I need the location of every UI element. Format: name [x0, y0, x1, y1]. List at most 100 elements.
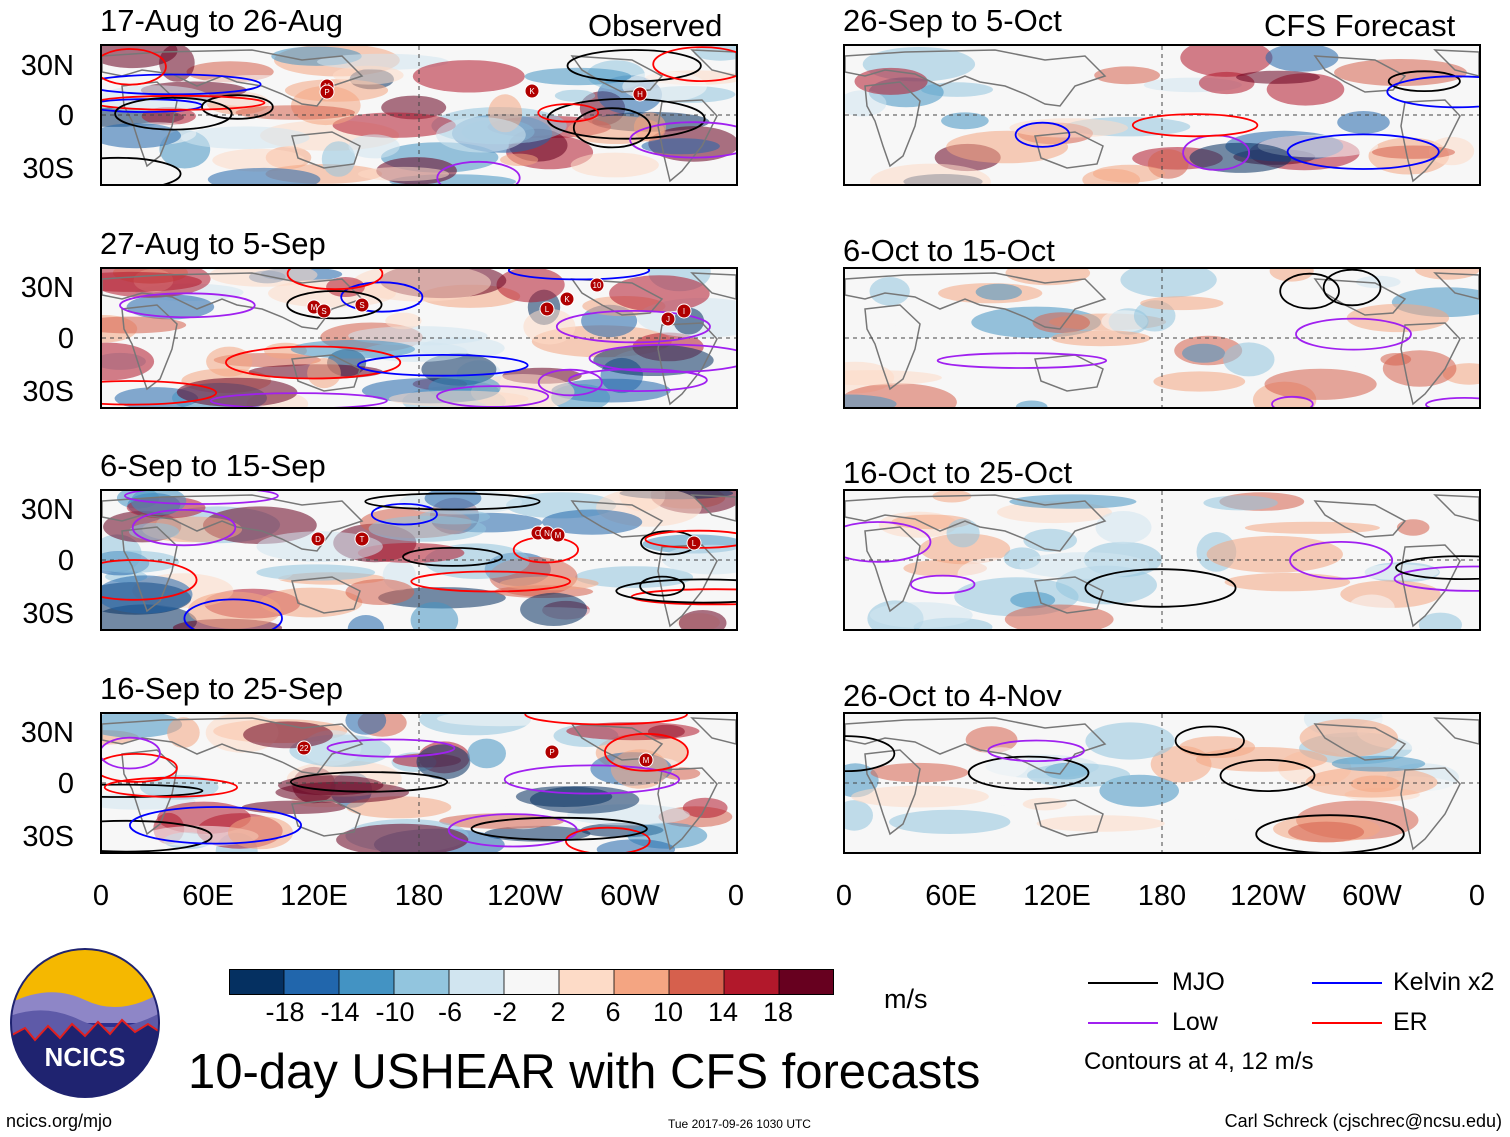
shear-anomaly-blob — [388, 390, 529, 407]
coastline — [1400, 767, 1461, 851]
cyclone-marker: S — [316, 303, 332, 319]
contour-line — [364, 492, 541, 511]
colorbar-bin — [394, 969, 450, 995]
coastline — [864, 526, 921, 613]
contour-line — [103, 776, 238, 798]
shear-anomaly-blob — [260, 587, 363, 618]
shear-anomaly-blob — [524, 67, 632, 86]
coastline — [570, 500, 664, 538]
shear-anomaly-blob — [845, 800, 873, 831]
contour-line — [845, 735, 896, 772]
shear-anomaly-blob — [496, 269, 565, 303]
colorbar-label: -14 — [320, 997, 360, 1027]
legend-swatch-er — [1312, 1022, 1382, 1024]
contour-line — [1255, 814, 1405, 852]
cyclone-marker: K — [524, 83, 540, 99]
map-panel-2: M S S 10 K L J I — [100, 267, 738, 409]
shear-anomaly-blob — [1414, 269, 1479, 280]
panel-title-7: 16-Oct to 25-Oct — [843, 455, 1073, 490]
lat-label-30n: 30N — [20, 272, 74, 304]
shear-anomaly-blob — [1153, 371, 1246, 392]
lat-label-30n: 30N — [20, 50, 74, 82]
cyclone-label: K — [564, 295, 570, 304]
shear-anomaly-blob — [946, 518, 980, 548]
colorbar-bin — [284, 969, 340, 995]
footer-author: Carl Schreck (cjschrec@ncsu.edu) — [1224, 1111, 1502, 1131]
shear-anomaly-blob — [352, 269, 491, 302]
footer-url: ncics.org/mjo — [6, 1111, 113, 1131]
contour-line — [1286, 133, 1440, 170]
shear-anomaly-blob — [946, 130, 1069, 164]
lat-label-30s: 30S — [22, 598, 74, 630]
shear-anomaly-blob — [975, 283, 1022, 301]
forecast-label: CFS Forecast — [1264, 8, 1456, 43]
coastline — [1313, 500, 1407, 538]
colorbar — [229, 969, 834, 995]
panel-title-6: 6-Oct to 15-Oct — [843, 233, 1055, 268]
contour-line — [1393, 565, 1479, 592]
panel-title-4: 16-Sep to 25-Sep — [100, 671, 344, 706]
contour-line — [987, 739, 1085, 763]
coastline — [657, 322, 718, 406]
colorbar-label: 10 — [652, 997, 684, 1027]
shear-anomaly-blob — [662, 544, 736, 575]
shear-anomaly-blob — [348, 326, 488, 346]
colorbar-bin — [449, 969, 505, 995]
shear-anomaly-blob — [345, 579, 415, 605]
coastline — [102, 49, 364, 107]
colorbar-label: 18 — [762, 997, 794, 1027]
colorbar-label: -10 — [375, 997, 415, 1027]
contour-line — [1425, 397, 1479, 407]
contour-line — [102, 559, 198, 601]
shear-anomaly-blob — [1022, 797, 1067, 811]
cyclone-label: M — [555, 531, 562, 540]
shear-anomaly-blob — [523, 308, 576, 345]
shear-anomaly-blob — [1120, 269, 1217, 298]
shear-anomaly-blob — [228, 816, 293, 850]
contour-line — [639, 575, 685, 597]
shear-anomaly-blob — [641, 138, 720, 155]
contour-line — [1295, 317, 1412, 351]
shear-anomaly-blob — [424, 491, 482, 510]
contour-line — [572, 107, 652, 149]
lon-label-0-end: 0 — [1468, 880, 1486, 912]
contour-line — [201, 94, 274, 120]
contour-line — [1271, 395, 1314, 407]
cyclone-marker: I — [676, 303, 692, 319]
shear-anomaly-blob — [1205, 819, 1269, 852]
colorbar-label: 6 — [605, 997, 621, 1027]
coastline — [1433, 49, 1479, 77]
legend-label-kelvin: Kelvin x2 — [1393, 968, 1495, 996]
contour-line — [1279, 272, 1340, 310]
shear-anomaly-blob — [1019, 552, 1149, 579]
contour-line — [131, 508, 237, 547]
cyclone-label: L — [545, 305, 550, 314]
coastline — [121, 304, 178, 391]
colorbar-label: -18 — [265, 997, 305, 1027]
contour-line — [1084, 568, 1237, 608]
contour-line — [524, 714, 688, 726]
shear-anomaly-blob — [307, 358, 341, 389]
colorbar-bin — [724, 969, 780, 995]
shear-anomaly-blob — [570, 152, 659, 178]
panel-title-3: 6-Sep to 15-Sep — [100, 448, 326, 483]
contour-line — [1386, 75, 1479, 109]
shear-anomaly-blob — [1203, 495, 1278, 511]
cyclone-marker: M — [550, 527, 566, 543]
shear-anomaly-blob — [1264, 368, 1377, 400]
shear-anomaly-blob — [1051, 330, 1151, 347]
panel-title-8: 26-Oct to 4-Nov — [843, 678, 1062, 713]
lon-label-60w: 60W — [1342, 880, 1402, 912]
shear-anomaly-blob — [1179, 736, 1256, 759]
lon-label-60e: 60E — [182, 880, 234, 912]
shear-anomaly-blob — [243, 721, 333, 749]
contour-line — [967, 755, 1090, 791]
coastline — [291, 354, 361, 392]
contour-line — [370, 503, 438, 526]
coastline — [102, 272, 364, 330]
shear-anomaly-blob — [1372, 145, 1455, 159]
shear-anomaly-blob — [851, 785, 989, 808]
map-panel-4: 22 P M — [100, 712, 738, 854]
colorbar-label: -6 — [437, 997, 463, 1027]
lon-label-120w: 120W — [487, 880, 563, 912]
